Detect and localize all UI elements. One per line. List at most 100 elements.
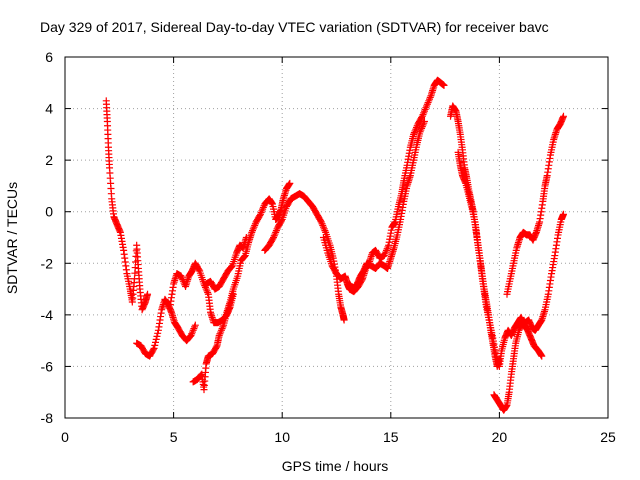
data-point-seg2 xyxy=(187,331,195,339)
data-point-seg7 xyxy=(426,95,434,103)
data-point-seg7 xyxy=(381,250,389,258)
data-point-seg7 xyxy=(420,107,428,115)
data-point-seg8 xyxy=(416,128,424,136)
x-tick-label: 0 xyxy=(61,429,69,445)
y-tick-label: -6 xyxy=(41,358,54,374)
data-point-seg7 xyxy=(419,111,427,119)
data-point-seg8 xyxy=(418,123,426,131)
data-point-seg6 xyxy=(320,225,328,233)
data-point-seg7 xyxy=(418,112,426,120)
data-point-seg2 xyxy=(190,325,198,333)
data-point-seg7 xyxy=(382,248,390,256)
data-point-seg10 xyxy=(538,352,546,360)
data-point-seg4 xyxy=(218,325,226,333)
data-point-seg7 xyxy=(424,99,432,107)
x-tick-label: 10 xyxy=(274,429,290,445)
data-point-seg2 xyxy=(152,338,159,346)
data-point-seg6 xyxy=(321,227,329,235)
data-point-seg2 xyxy=(189,326,197,334)
data-point-seg7 xyxy=(383,245,391,253)
data-point-seg8 xyxy=(420,117,428,125)
data-point-seg7 xyxy=(423,100,431,108)
data-point-seg1 xyxy=(144,290,152,298)
data-point-seg6 xyxy=(272,228,280,236)
data-point-seg2 xyxy=(150,344,158,352)
axis-ticks: 0 5 10 15 20 25 -8 -6 -4 -2 0 2 4 6 xyxy=(41,49,616,445)
data-point-seg4 xyxy=(216,330,224,338)
x-tick-label: 15 xyxy=(383,429,399,445)
data-point-seg11 xyxy=(559,210,567,218)
data-point-seg2 xyxy=(188,328,196,336)
data-point-seg8 xyxy=(419,121,427,129)
data-point-seg3 xyxy=(203,287,211,295)
data-point-seg3 xyxy=(204,289,212,297)
data-point-seg5 xyxy=(227,264,235,272)
x-tick-label: 20 xyxy=(492,429,508,445)
data-point-seg6 xyxy=(340,316,348,324)
data-point-seg7 xyxy=(440,81,448,89)
data-point-seg12 xyxy=(559,112,567,120)
data-point-seg5 xyxy=(242,234,250,241)
data-point-seg3 xyxy=(177,272,185,280)
data-point-seg4 xyxy=(217,328,225,336)
data-point-seg4 xyxy=(219,323,227,331)
y-tick-label: 2 xyxy=(45,152,53,168)
data-point-seg3 xyxy=(178,274,186,282)
data-point-seg6 xyxy=(319,221,327,229)
data-point-seg4 xyxy=(249,225,257,233)
data-point-seg7 xyxy=(423,102,431,110)
data-point-seg3 xyxy=(195,266,203,274)
data-point-seg4 xyxy=(212,343,220,351)
data-point-seg4 xyxy=(251,220,259,228)
data-point-seg4 xyxy=(215,331,223,339)
y-tick-label: -4 xyxy=(41,307,54,323)
data-point-seg2 xyxy=(154,329,162,337)
data-point-seg2 xyxy=(149,346,157,354)
data-point-seg7 xyxy=(422,104,430,112)
data-point-seg7 xyxy=(410,129,418,137)
data-point-seg2 xyxy=(191,323,199,331)
data-point-seg7 xyxy=(425,97,433,105)
data-point-seg7 xyxy=(413,123,421,131)
data-point-seg4 xyxy=(257,209,265,217)
data-point-seg4 xyxy=(286,179,294,187)
chart-title: Day 329 of 2017, Sidereal Day-to-day VTE… xyxy=(40,19,549,35)
data-point-seg4 xyxy=(250,223,258,231)
grid-lines xyxy=(65,57,608,418)
plot-border xyxy=(64,56,609,419)
y-tick-label: -8 xyxy=(41,410,54,426)
data-point-seg6 xyxy=(272,227,280,235)
data-point-seg4 xyxy=(256,210,264,218)
data-point-seg4 xyxy=(249,227,257,235)
data-point-seg6 xyxy=(273,225,281,233)
data-points xyxy=(102,76,567,414)
data-point-seg2 xyxy=(151,341,159,349)
data-point-seg6 xyxy=(270,234,278,241)
data-point-seg6 xyxy=(270,232,278,240)
data-point-seg4 xyxy=(217,326,225,334)
data-point-seg4 xyxy=(259,205,267,213)
data-point-seg6 xyxy=(277,217,285,225)
data-point-seg4 xyxy=(240,253,248,261)
data-point-seg2 xyxy=(188,330,196,338)
data-point-seg7 xyxy=(418,114,426,122)
data-point-seg4 xyxy=(251,221,259,229)
data-point-seg7 xyxy=(410,130,418,138)
y-tick-label: 0 xyxy=(45,204,53,220)
data-point-seg2 xyxy=(191,321,199,329)
data-point-seg7 xyxy=(380,252,388,260)
data-point-seg6 xyxy=(317,218,325,226)
y-tick-label: -2 xyxy=(41,255,54,271)
data-point-seg7 xyxy=(411,127,419,135)
data-point-seg7 xyxy=(426,93,434,101)
data-point-seg5 xyxy=(228,263,236,271)
data-point-seg7 xyxy=(412,125,420,133)
data-point-seg7 xyxy=(421,105,429,113)
data-point-seg3 xyxy=(201,283,209,291)
x-tick-label: 25 xyxy=(600,429,616,445)
data-point-seg8 xyxy=(420,119,428,127)
x-tick-label: 5 xyxy=(170,429,178,445)
data-point-seg6 xyxy=(269,235,277,243)
data-point-seg6 xyxy=(318,220,326,228)
